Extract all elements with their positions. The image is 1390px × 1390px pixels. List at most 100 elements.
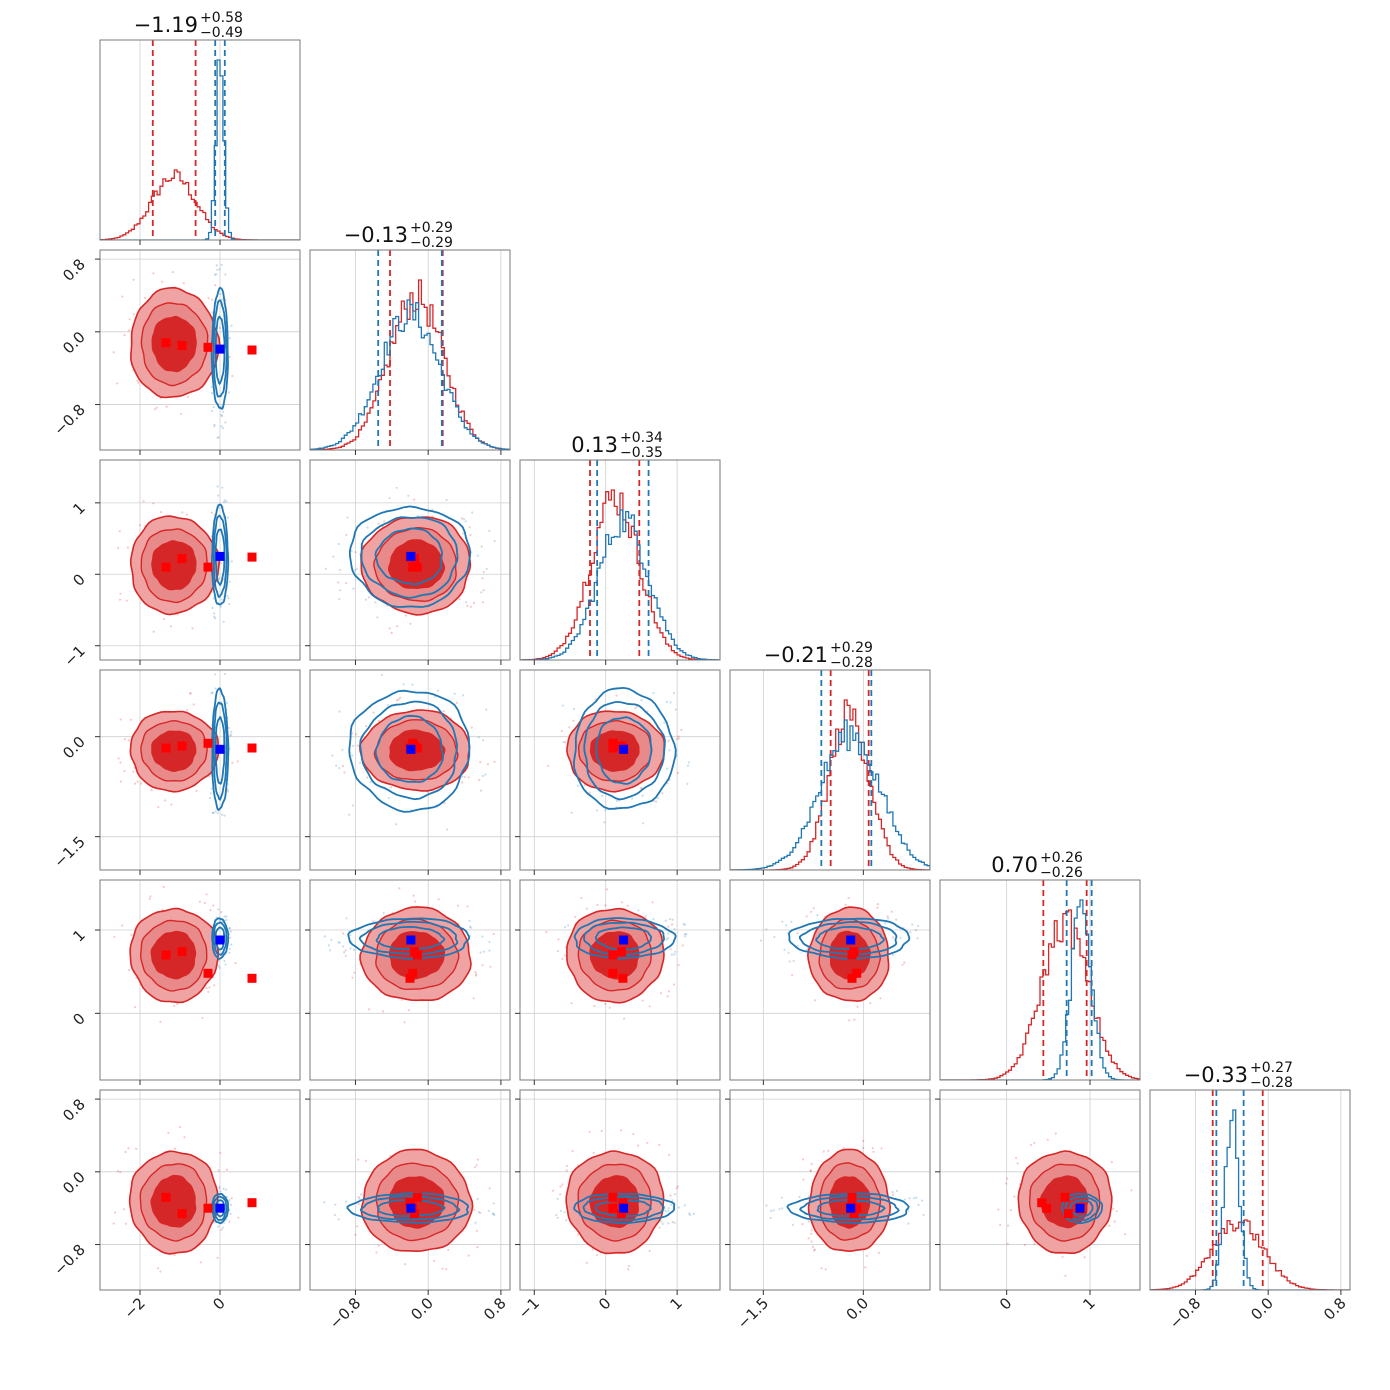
x-tick-label: 1 — [1079, 1294, 1098, 1313]
sample-point — [641, 999, 644, 1002]
sample-point — [460, 517, 463, 520]
truth-marker-red — [410, 947, 419, 957]
sample-point — [127, 329, 130, 332]
panel-frame — [99, 249, 301, 451]
sample-point — [813, 1249, 816, 1252]
sample-point — [641, 794, 644, 797]
sample-point — [481, 601, 484, 604]
x-tick-label: 0.0 — [1247, 1294, 1277, 1324]
sample-point — [603, 821, 606, 824]
sample-point — [372, 920, 375, 923]
sample-point — [891, 953, 894, 957]
sample-point — [872, 1150, 875, 1153]
panel-frame — [99, 1089, 301, 1291]
sample-point — [788, 960, 791, 963]
sample-point — [343, 951, 346, 954]
panel-1-0: −0.8 0.0 0.8 — [50, 249, 301, 455]
sample-point — [377, 1244, 380, 1247]
sample-point — [383, 520, 386, 523]
sample-point — [230, 943, 233, 946]
sample-point — [123, 333, 126, 337]
sample-point — [136, 780, 139, 783]
sample-point — [126, 546, 129, 549]
sample-point — [477, 1210, 480, 1214]
sample-point — [132, 770, 135, 773]
sample-point — [652, 917, 655, 921]
sample-point — [228, 337, 231, 340]
sample-point — [472, 997, 475, 1000]
sample-point — [123, 769, 126, 773]
blue-contour — [375, 925, 446, 950]
truth-marker-red — [849, 1209, 859, 1219]
sample-point — [349, 947, 352, 950]
sample-point — [588, 1130, 591, 1133]
sample-point — [475, 1164, 478, 1167]
sample-point — [209, 792, 212, 795]
blue-contour — [816, 1198, 886, 1217]
truth-marker-red — [608, 738, 618, 748]
sample-point — [366, 776, 369, 779]
sample-point — [231, 374, 234, 378]
sample-point — [198, 900, 201, 903]
sample-point — [209, 909, 212, 912]
sample-point — [443, 802, 446, 805]
title-minus: −0.29 — [410, 235, 453, 251]
sample-point — [358, 1197, 361, 1200]
sample-point — [396, 699, 399, 702]
sample-point — [167, 1131, 170, 1134]
sample-point — [357, 1202, 360, 1206]
sample-point — [382, 1010, 385, 1013]
sample-point — [220, 415, 223, 418]
truth-marker-red — [405, 973, 415, 983]
sample-point — [1064, 1274, 1067, 1277]
sample-point — [671, 918, 674, 921]
sample-point — [791, 973, 794, 977]
panel-5-3: −1.5 0.0 — [725, 1089, 931, 1333]
sample-point — [226, 594, 229, 598]
sample-point — [368, 1008, 371, 1011]
sample-point — [127, 1147, 130, 1150]
sample-point — [112, 1222, 115, 1225]
sample-point — [1015, 1156, 1018, 1160]
sample-point — [228, 927, 231, 930]
sample-point — [676, 1185, 679, 1188]
sample-point — [152, 272, 155, 275]
sample-point — [469, 925, 472, 928]
sample-point — [345, 1200, 348, 1203]
sample-point — [686, 764, 690, 767]
sample-point — [136, 379, 139, 382]
panel-frame — [729, 669, 931, 871]
sample-point — [791, 1223, 794, 1226]
sample-point — [352, 948, 356, 951]
sample-point — [853, 1018, 856, 1021]
sample-point — [229, 734, 232, 737]
sample-point — [388, 665, 390, 667]
sample-point — [337, 1218, 340, 1221]
sample-point — [354, 551, 357, 554]
sample-point — [411, 683, 414, 686]
sample-point — [676, 771, 679, 775]
sample-point — [437, 898, 440, 901]
truth-marker-blue — [846, 935, 856, 945]
sample-point — [186, 709, 189, 712]
sample-point — [856, 1005, 859, 1008]
sample-point — [395, 823, 398, 826]
blue-contour — [348, 505, 472, 608]
sample-point — [916, 937, 919, 940]
sample-point — [230, 324, 233, 327]
panel-4-3 — [725, 879, 931, 1085]
sample-point — [152, 630, 155, 633]
sample-point — [669, 701, 672, 704]
sample-point — [350, 550, 353, 553]
truth-marker-red — [177, 1209, 187, 1219]
sample-point — [665, 938, 668, 941]
sample-point — [364, 598, 367, 601]
sample-point — [213, 423, 216, 426]
histogram-series-1 — [1150, 1109, 1350, 1290]
y-tick-label: −1.5 — [50, 833, 88, 871]
sample-point — [891, 1190, 894, 1194]
sample-point — [369, 781, 372, 784]
sample-point — [456, 904, 460, 907]
sample-point — [337, 542, 340, 546]
truth-marker-red — [177, 554, 187, 564]
